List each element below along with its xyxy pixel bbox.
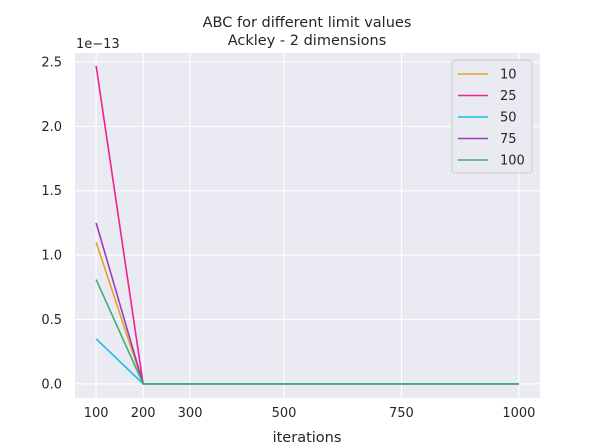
y-tick-label: 2.5 (41, 56, 62, 71)
y-tick-label: 1.5 (41, 184, 62, 199)
x-tick-label: 500 (272, 406, 297, 421)
y-tick-label: 0.0 (41, 377, 62, 392)
tick-labels: 100 200 300 500 750 1000 0.0 0.5 1.0 1.5 2.0 2.5 (41, 56, 535, 421)
series-line-100 (95, 279, 519, 385)
x-tick-label: 300 (178, 406, 203, 421)
y-tick-label: 1.0 (41, 249, 62, 264)
legend-label-75: 75 (500, 132, 517, 147)
x-tick-label: 100 (84, 406, 109, 421)
y-tick-label: 2.0 (41, 120, 62, 135)
legend: 10 25 50 75 100 (451, 59, 533, 174)
chart-title: ABC for different limit values (203, 15, 412, 31)
legend-label-50: 50 (500, 111, 517, 126)
y-scale-label: 1e−13 (76, 37, 120, 52)
chart-subtitle: Ackley - 2 dimensions (228, 33, 387, 49)
legend-frame (451, 59, 533, 174)
x-tick-label: 200 (131, 406, 156, 421)
y-tick-label: 0.5 (41, 313, 62, 328)
x-axis-label: iterations (273, 430, 342, 446)
x-tick-label: 750 (389, 406, 414, 421)
x-tick-label: 1000 (502, 406, 535, 421)
series-lines (95, 65, 519, 385)
legend-label-100: 100 (500, 154, 525, 169)
legend-label-10: 10 (500, 68, 517, 83)
legend-label-25: 25 (500, 89, 517, 104)
